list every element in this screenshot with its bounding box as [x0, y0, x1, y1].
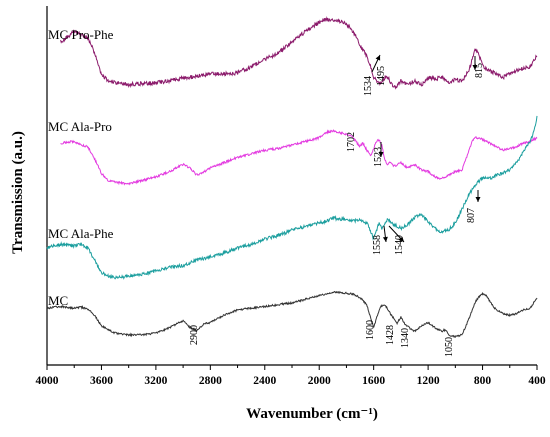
peak-arrowhead-1540	[398, 236, 404, 242]
peak-label-1495: 1495	[376, 66, 387, 86]
peak-label-2900: 2900	[189, 325, 200, 345]
x-tick-label-1200: 1200	[417, 375, 440, 387]
x-tick-label-400: 400	[528, 375, 546, 387]
series-line-2	[46, 115, 538, 280]
peak-label-815: 815	[474, 63, 485, 78]
x-tick-label-800: 800	[474, 375, 492, 387]
peak-label-1428: 1428	[385, 325, 396, 345]
peak-arrowhead-1523	[378, 152, 384, 157]
peak-arrowhead-807	[475, 197, 481, 202]
peak-label-1558: 1558	[372, 235, 383, 255]
x-tick-label-3200: 3200	[144, 375, 167, 387]
peak-arrowhead-1534	[375, 55, 381, 61]
peak-label-1534: 1534	[363, 76, 374, 96]
peak-label-1702: 1702	[346, 132, 357, 152]
series-label-2: MC Ala-Phe	[48, 226, 114, 241]
peak-label-1540: 1540	[394, 235, 405, 255]
peak-label-1600: 1600	[365, 320, 376, 340]
peak-label-1340: 1340	[400, 328, 411, 348]
x-tick-label-2000: 2000	[308, 375, 331, 387]
series-lines	[46, 16, 538, 338]
series-line-1	[60, 129, 538, 186]
peak-arrowhead-1558	[382, 236, 388, 242]
series-line-3	[46, 290, 538, 338]
y-axis-title: Transmission (a.u.)	[10, 131, 26, 254]
peak-label-807: 807	[466, 208, 477, 223]
peak-annotations: 1534 1495 815 1702 1523 1558 1540 807 2900 1600 14…	[189, 54, 485, 357]
peak-label-1523: 1523	[373, 147, 384, 167]
peak-label-1050: 1050	[444, 337, 455, 357]
x-axis-title: Wavenumber (cm⁻¹)	[246, 406, 378, 422]
x-tick-label-3600: 3600	[90, 375, 113, 387]
series-label-3: MC	[48, 293, 68, 308]
x-tick-label-1600: 1600	[362, 375, 385, 387]
x-tick-label-4000: 4000	[36, 375, 59, 387]
series-label-1: MC Ala-Pro	[48, 119, 112, 134]
series-labels: MC Pro-Phe MC Ala-Pro MC Ala-Phe MC	[48, 27, 114, 308]
series-line-0	[60, 16, 538, 90]
x-tick-label-2800: 2800	[199, 375, 222, 387]
series-label-0: MC Pro-Phe	[48, 27, 114, 42]
x-tick-label-2400: 2400	[253, 375, 276, 387]
peak-arrowhead-815	[472, 65, 478, 70]
x-axis-ticks: 4000 3600 3200 2800 2400 2000 1600 1200 800 400	[36, 365, 546, 387]
